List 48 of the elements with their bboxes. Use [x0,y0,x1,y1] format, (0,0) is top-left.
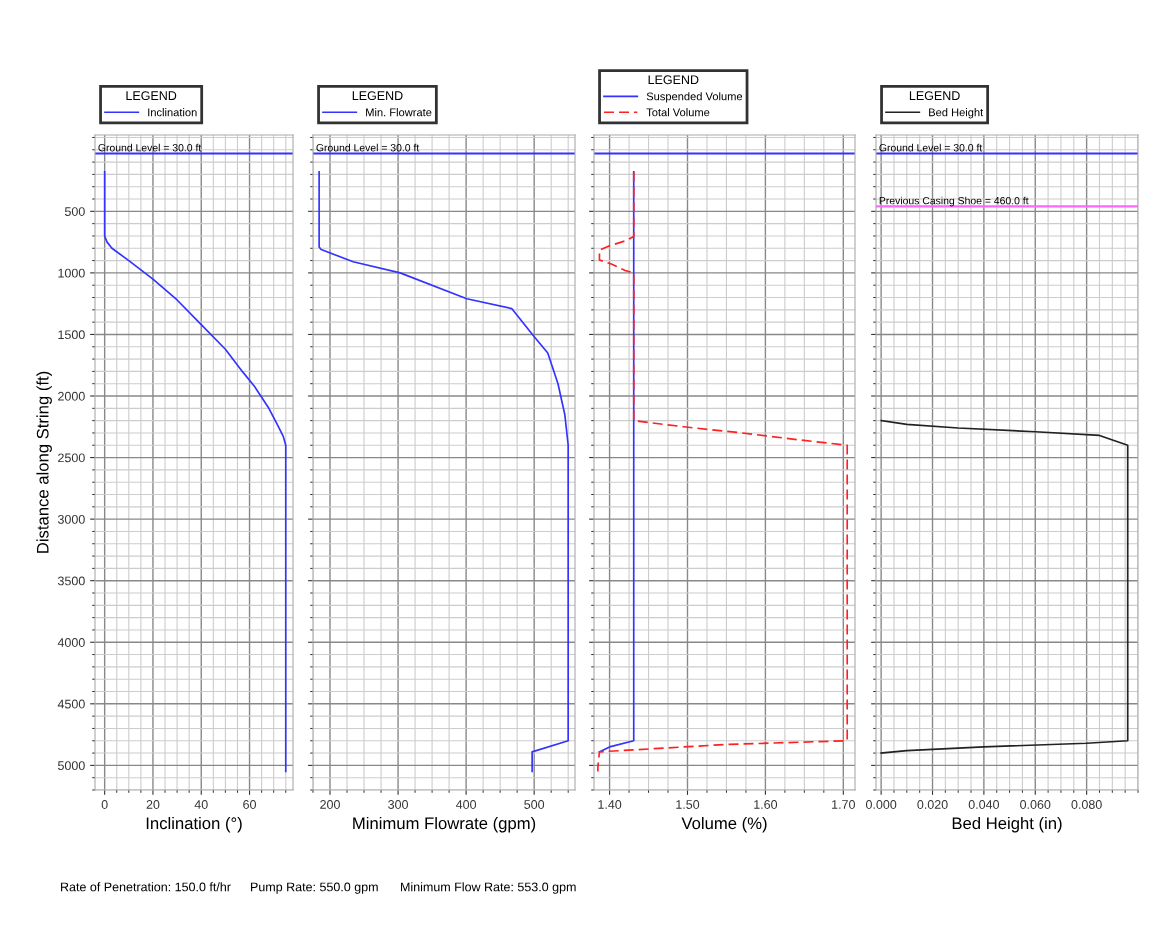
x-axis-title: Bed Height (in) [952,816,1062,833]
x-tick-label: 200 [320,800,340,809]
x-tick-label: 0.080 [1071,800,1102,809]
x-tick-label: 0.020 [917,800,948,809]
x-tick-label: 1.60 [754,800,778,809]
legend-label: Total Volume [646,108,710,117]
y-tick-label: 2000 [58,391,85,401]
ref-line-label: Ground Level = 30.0 ft [879,143,983,152]
x-tick-label: 0.000 [865,800,897,809]
text: Pump Rate: 550.0 gpm [251,882,378,894]
y-tick-label: 1500 [58,330,85,340]
y-tick-label: 1000 [58,268,85,278]
text: Minimum Flow Rate: 553.0 gpm [401,882,576,894]
x-tick-label: 20 [146,800,160,809]
x-axis-title: Minimum Flowrate (gpm) [353,816,536,833]
y-tick-label: 2500 [58,453,85,463]
x-axis-title: Inclination (°) [146,816,242,833]
y-tick-label: 5000 [57,761,85,771]
y-tick-label: 3000 [57,514,85,524]
x-tick-label: 400 [455,800,477,809]
legend-label: Bed Height [929,108,984,119]
y-tick-label: 3500 [57,576,85,586]
legend-title: LEGEND [909,91,960,101]
x-tick-label: 0.040 [968,800,1000,809]
legend-title: LEGEND [126,91,177,101]
ref-line-label: Previous Casing Shoe = 460.0 ft [879,196,1029,207]
y-tick-label: 4500 [57,699,85,709]
x-tick-label: 500 [524,800,545,809]
y-tick-label: 4000 [57,638,85,647]
legend-title: LEGEND [352,91,403,101]
x-tick-label: 0 [101,800,108,809]
x-tick-label: 40 [194,800,208,809]
legend-title: LEGEND [648,75,699,85]
x-tick-label: 0.060 [1020,800,1051,809]
ref-line-label: Ground Level = 30.0 ft [316,143,420,152]
text: Rate of Penetration: 150.0 ft/hr [61,882,231,892]
x-tick-label: 1.70 [832,800,855,809]
x-axis-title: Volume (%) [681,816,767,833]
x-tick-label: 60 [243,800,256,809]
x-tick-label: 1.50 [676,800,700,809]
ref-line-label: Ground Level = 30.0 ft [98,143,202,152]
y-axis-title: Distance along String (ft) [36,371,52,553]
legend-label: Inclination [148,108,197,117]
legend-label: Min. Flowrate [366,108,432,117]
x-tick-label: 1.40 [598,800,622,809]
x-tick-label: 300 [388,800,408,809]
y-tick-label: 500 [64,207,85,216]
legend-label: Suspended Volume [646,92,743,103]
